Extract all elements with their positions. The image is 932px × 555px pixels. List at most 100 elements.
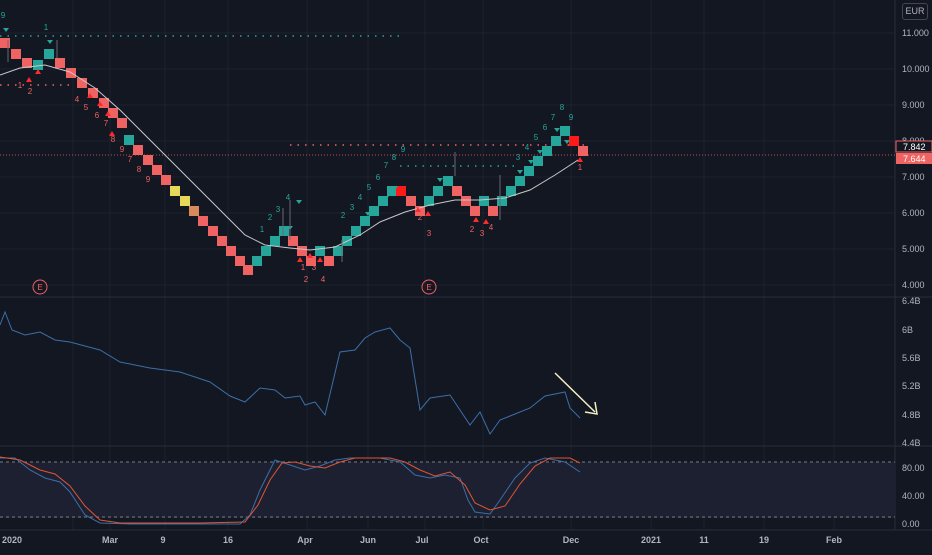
sell-arrow-icon — [3, 28, 9, 32]
renko-brick — [560, 126, 570, 136]
setup-count: 3 — [516, 153, 521, 162]
volume-line — [0, 310, 581, 435]
renko-brick — [406, 196, 416, 206]
renko-brick — [506, 186, 516, 196]
renko-brick — [378, 196, 388, 206]
setup-count: 9 — [1, 11, 6, 20]
renko-brick — [189, 206, 199, 216]
sell-arrow-icon — [537, 150, 543, 154]
setup-count: 4 — [358, 193, 363, 202]
setup-count: 8 — [111, 135, 116, 144]
earnings-label: E — [426, 283, 431, 292]
sell-arrow-icon — [528, 160, 534, 164]
renko-brick — [551, 136, 561, 146]
volume-tick: 4.8B — [902, 410, 921, 420]
setup-count: 3 — [480, 229, 485, 238]
last-price-value: 7.842 — [903, 142, 926, 152]
setup-count: 1 — [44, 23, 49, 32]
time-label-Mar: Mar — [102, 535, 119, 545]
renko-brick — [33, 60, 43, 70]
buy-arrow-icon — [97, 101, 103, 106]
buy-arrow-icon — [35, 69, 41, 74]
renko-brick — [270, 236, 280, 246]
sell-arrow-icon — [437, 178, 443, 182]
setup-count: 9 — [401, 145, 406, 154]
setup-count: 7 — [128, 155, 133, 164]
renko-brick — [261, 246, 271, 256]
renko-brick — [161, 175, 171, 185]
renko-brick — [306, 256, 316, 266]
renko-brick — [351, 226, 361, 236]
volume-tick: 4.4B — [902, 438, 921, 448]
trend-arrow-head-icon — [584, 401, 598, 415]
renko-brick — [243, 265, 253, 275]
sell-arrow-icon — [47, 40, 53, 44]
sell-arrow-icon — [554, 128, 560, 132]
buy-arrow-icon — [577, 157, 583, 162]
time-label-19: 19 — [759, 535, 769, 545]
price-tick: 11.000 — [902, 28, 929, 38]
time-label-Feb: Feb — [826, 535, 843, 545]
setup-count: 4 — [489, 223, 494, 232]
setup-count: 2 — [341, 211, 346, 220]
setup-count: 8 — [137, 165, 142, 174]
renko-brick — [117, 118, 127, 128]
last-price-tag — [895, 140, 932, 153]
sell-arrow-icon — [517, 170, 523, 174]
stoch-tick: 0.00 — [902, 519, 920, 529]
renko-brick — [315, 246, 325, 256]
setup-count: 2 — [418, 213, 423, 222]
renko-brick — [208, 226, 218, 236]
renko-brick — [360, 216, 370, 226]
currency-button[interactable]: EUR — [902, 3, 928, 20]
setup-count: 5 — [534, 133, 539, 142]
sell-arrow-icon — [383, 196, 389, 200]
renko-brick — [288, 236, 298, 246]
setup-count: 7 — [551, 113, 556, 122]
sell-arrow-icon — [564, 140, 570, 144]
moving-average-line — [0, 64, 579, 251]
renko-brick — [479, 196, 489, 206]
renko-brick — [55, 58, 65, 68]
renko-brick — [396, 186, 406, 196]
renko-brick — [542, 146, 552, 156]
renko-brick — [443, 176, 453, 186]
renko-brick — [170, 186, 180, 196]
setup-count: 4 — [75, 95, 80, 104]
volume-tick: 5.6B — [902, 353, 921, 363]
buy-arrow-icon — [87, 93, 93, 98]
setup-count: 6 — [543, 123, 548, 132]
setup-count: 1 — [260, 225, 265, 234]
renko-brick — [524, 166, 534, 176]
renko-brick — [0, 38, 10, 48]
renko-brick — [226, 246, 236, 256]
time-label-9: 9 — [160, 535, 165, 545]
renko-brick — [369, 206, 379, 216]
buy-arrow-icon — [109, 131, 115, 136]
renko-brick — [424, 196, 434, 206]
setup-count: 9 — [569, 113, 574, 122]
renko-brick — [333, 246, 343, 256]
sell-arrow-icon — [296, 200, 302, 204]
renko-brick — [180, 196, 190, 206]
setup-count: 3 — [350, 203, 355, 212]
renko-brick — [497, 196, 507, 206]
setup-count: 3 — [427, 229, 432, 238]
price-tick: 7.000 — [902, 172, 925, 182]
renko-brick — [569, 136, 579, 146]
renko-brick — [133, 145, 143, 155]
renko-brick — [217, 236, 227, 246]
renko-brick — [252, 256, 262, 266]
renko-brick — [470, 206, 480, 216]
stoch-band — [0, 462, 895, 518]
price-tick: 5.000 — [902, 244, 925, 254]
renko-brick — [143, 155, 153, 165]
setup-count: 9 — [146, 175, 151, 184]
renko-brick — [461, 196, 471, 206]
setup-count: 8 — [560, 103, 565, 112]
renko-brick — [488, 206, 498, 216]
setup-count: 2 — [470, 225, 475, 234]
buy-arrow-icon — [317, 257, 323, 262]
price-tick: 9.000 — [902, 100, 925, 110]
